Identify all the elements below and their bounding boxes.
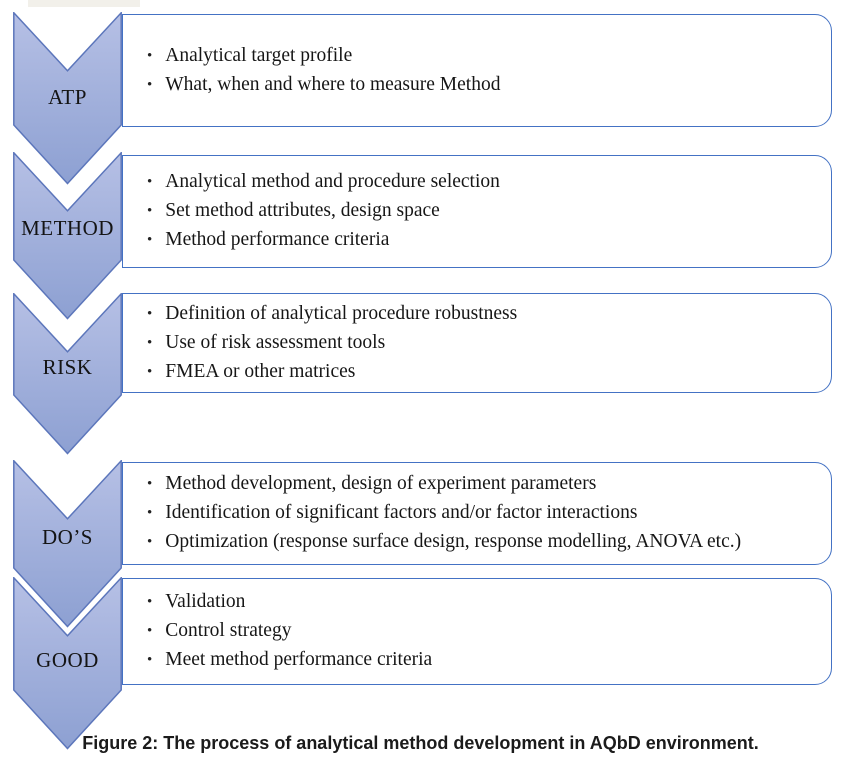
bullet-item: Control strategy [147, 617, 432, 646]
chevron-down-arrow-dos [13, 460, 122, 628]
bullet-list: Validation Control strategy Meet method … [123, 588, 442, 675]
bullet-item: Definition of analytical procedure robus… [147, 300, 517, 329]
figure-caption: Figure 2: The process of analytical meth… [82, 733, 759, 753]
step-box-good: Validation Control strategy Meet method … [122, 578, 832, 685]
chevron-down-arrow-method [13, 152, 122, 320]
step-label-risk: RISK [42, 355, 93, 379]
bullet-item: What, when and where to measure Method [147, 71, 500, 100]
scan-artifact [28, 0, 140, 7]
bullet-item: Identification of significant factors an… [147, 499, 741, 528]
step-box-atp: Analytical target profile What, when and… [122, 14, 832, 127]
bullet-list: Analytical target profile What, when and… [123, 42, 510, 100]
chevron-down-arrow-risk [13, 293, 122, 455]
bullet-list: Analytical method and procedure selectio… [123, 168, 510, 255]
chevron-down-arrow-atp [13, 12, 122, 185]
chevron-down-arrow-good [13, 577, 122, 750]
bullet-item: Optimization (response surface design, r… [147, 528, 741, 557]
bullet-item: Use of risk assessment tools [147, 329, 517, 358]
bullet-list: Definition of analytical procedure robus… [123, 300, 527, 387]
step-box-method: Analytical method and procedure selectio… [122, 155, 832, 268]
step-label-atp: ATP [48, 85, 87, 109]
step-box-dos: Method development, design of experiment… [122, 462, 832, 565]
bullet-item: Analytical target profile [147, 42, 500, 71]
step-label-dos: DO’S [41, 525, 93, 549]
bullet-list: Method development, design of experiment… [123, 470, 751, 557]
bullet-item: Analytical method and procedure selectio… [147, 168, 500, 197]
step-box-risk: Definition of analytical procedure robus… [122, 293, 832, 393]
bullet-item: Method development, design of experiment… [147, 470, 741, 499]
bullet-item: Set method attributes, design space [147, 197, 500, 226]
bullet-item: Validation [147, 588, 432, 617]
step-label-method: METHOD [21, 216, 114, 240]
bullet-item: FMEA or other matrices [147, 358, 517, 387]
bullet-item: Meet method performance criteria [147, 646, 432, 675]
bullet-item: Method performance criteria [147, 226, 500, 255]
step-label-good: GOOD [36, 648, 99, 672]
